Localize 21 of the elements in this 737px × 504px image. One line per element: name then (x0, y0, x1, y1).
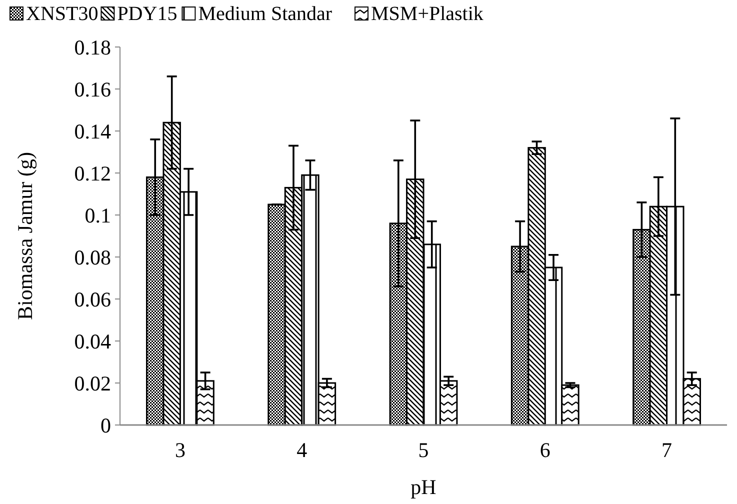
y-tick-label: 0.08 (74, 245, 111, 270)
y-tick-label: 0.1 (84, 203, 111, 228)
y-tick-label: 0.06 (74, 287, 111, 312)
x-tick-label: 3 (174, 438, 186, 462)
y-tick-label: 0.04 (74, 329, 112, 354)
legend-label: PDY15 (117, 3, 178, 25)
x-axis-title: pH (410, 475, 436, 499)
x-tick-label: 7 (662, 438, 672, 462)
x-tick-label: 6 (540, 438, 550, 462)
y-tick-label: 0.18 (74, 35, 111, 60)
y-tick-label: 0.16 (74, 77, 111, 102)
legend-label: Medium Standar (198, 3, 332, 25)
legend-label: XNST30 (26, 3, 98, 25)
y-axis-title: Biomassa Jamur (g) (13, 152, 37, 320)
y-tick-label: 0 (100, 413, 111, 438)
legend-label: MSM+Plastik (371, 3, 484, 25)
x-tick-label: 5 (418, 438, 429, 462)
y-tick-label: 0.02 (74, 371, 111, 396)
y-tick-label: 0.14 (74, 119, 112, 144)
y-tick-label: 0.12 (74, 161, 111, 186)
x-tick-label: 4 (296, 438, 308, 462)
